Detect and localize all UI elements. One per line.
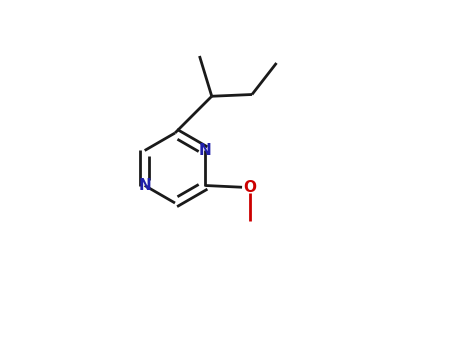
Text: N: N xyxy=(138,178,151,193)
Text: N: N xyxy=(199,143,212,158)
Text: O: O xyxy=(243,180,256,195)
